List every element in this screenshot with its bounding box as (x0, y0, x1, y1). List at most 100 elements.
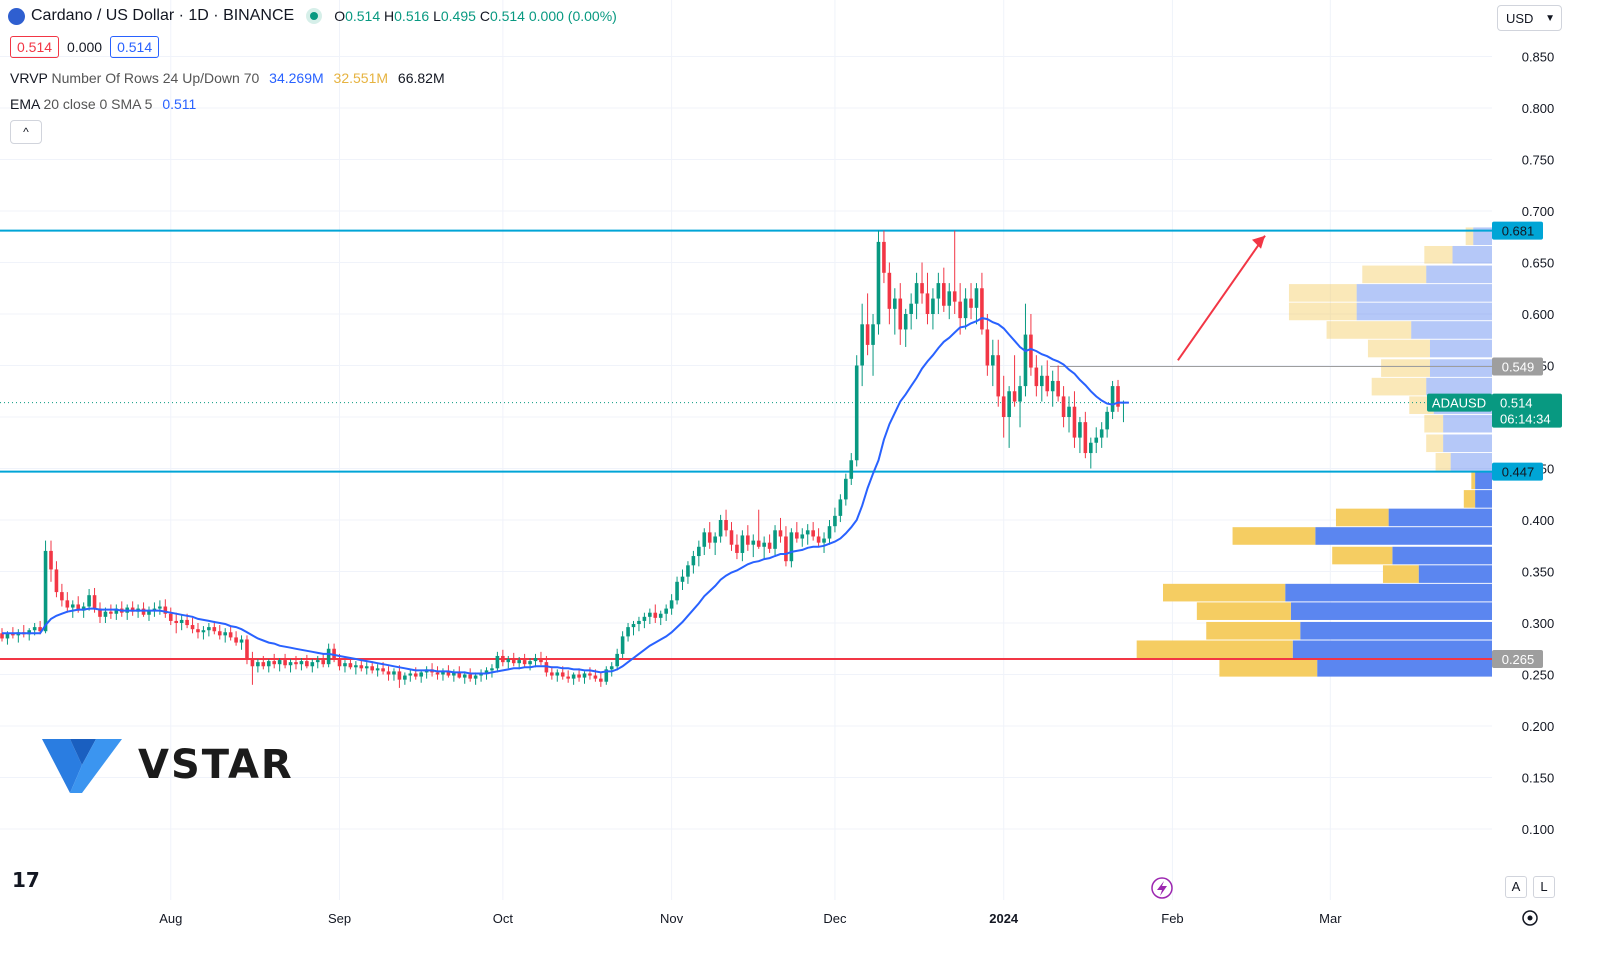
volume-profile-down-bar (1381, 359, 1430, 377)
candle-body (816, 536, 821, 543)
candle-body (408, 673, 413, 676)
candle-body (713, 536, 717, 543)
last-price-box (1492, 393, 1562, 428)
candle-body (588, 673, 592, 676)
market-status-icon[interactable] (310, 12, 319, 20)
candle-body (462, 674, 467, 678)
log-scale-button[interactable]: L (1533, 876, 1555, 898)
candle-body (288, 662, 293, 666)
candle-body (735, 544, 739, 553)
candle-body (1056, 380, 1060, 397)
candle-body (239, 639, 244, 643)
vstar-logo: VSTAR (40, 735, 294, 795)
candle-body (811, 530, 815, 537)
volume-profile-up-bar (1452, 245, 1492, 264)
candle-body (800, 534, 805, 539)
candle-body (1089, 442, 1093, 454)
candle-body (1083, 422, 1088, 454)
candle-body (560, 672, 565, 677)
candle-body (876, 241, 881, 325)
candle-body (60, 592, 64, 601)
volume-profile-up-bar (1300, 621, 1492, 640)
currency-select[interactable]: USD ▼ (1497, 5, 1562, 31)
candle-body (1072, 406, 1077, 438)
candle-body (1018, 386, 1022, 402)
volume-profile-down-bar (1426, 434, 1444, 453)
volume-profile-up-bar (1411, 321, 1492, 339)
time-axis[interactable]: Aug Sep Oct Nov Dec 2024 Feb Mar (159, 911, 1342, 926)
candle-body (686, 565, 690, 577)
volume-profile-up-bar (1388, 508, 1492, 527)
collapse-legend-button[interactable]: ^ (10, 120, 42, 144)
price-label-box (1492, 650, 1543, 669)
buy-button[interactable]: 0.514 (110, 36, 160, 58)
tradingview-logo[interactable]: 17 (12, 868, 40, 892)
ema-legend[interactable]: EMA 20 close 0 SMA 5 0.511 (10, 96, 196, 112)
candle-body (484, 670, 489, 674)
price-tick-label: 0.700 (1522, 204, 1555, 219)
candle-body (963, 298, 968, 319)
candle-body (620, 636, 625, 654)
candle-body (32, 627, 37, 631)
candle-body (691, 556, 696, 566)
candle-body (626, 627, 630, 637)
candle-body (196, 629, 200, 633)
volume-profile-up-bar (1475, 471, 1492, 490)
candle-body (822, 538, 826, 543)
candle-body (931, 298, 935, 314)
symbol-title[interactable]: Cardano / US Dollar · 1D · BINANCE (31, 7, 295, 24)
candle-body (403, 675, 407, 680)
candle-body (343, 663, 347, 667)
volume-profile-down-bar (1362, 265, 1427, 284)
candle-body (103, 611, 108, 617)
price-tick-label: 0.600 (1522, 307, 1555, 322)
ema-line (2, 317, 1129, 675)
candle-body (185, 619, 189, 626)
candle-body (784, 536, 788, 562)
volume-profile-up-bar (1392, 546, 1492, 565)
volume-profile-down-bar (1435, 453, 1451, 471)
candle-body (506, 659, 511, 663)
candle-body (522, 660, 527, 665)
volume-profile-down-bar (1163, 583, 1286, 602)
volume-profile-down-bar (1335, 508, 1389, 527)
candle-body (321, 660, 325, 665)
candle-body (658, 613, 663, 618)
symbol-tag-text: ADAUSD (1432, 396, 1486, 411)
spread-value: 0.000 (67, 39, 103, 55)
symbol-header[interactable]: Cardano / US Dollar · 1D · BINANCE O0.51… (8, 7, 617, 25)
candle-body (452, 672, 456, 676)
candle-body (386, 671, 391, 675)
candle-body (609, 666, 614, 670)
price-label-text: 0.447 (1502, 465, 1535, 480)
candle-body (201, 630, 206, 633)
volume-profile-down-bar (1424, 414, 1444, 433)
candle-body (582, 673, 587, 678)
vrvp-up-volume: 34.269M (269, 70, 324, 86)
candlestick-series (0, 230, 1126, 688)
candle-body (1050, 380, 1055, 392)
auto-scale-button[interactable]: A (1505, 876, 1527, 898)
currency-label: USD (1506, 11, 1534, 26)
volume-profile-down-bar (1371, 377, 1427, 396)
trend-arrow (1177, 235, 1266, 361)
arrow-shaft (1177, 235, 1266, 361)
candle-body (266, 661, 271, 667)
candle-body (190, 625, 195, 630)
candle-body (642, 616, 647, 621)
candle-body (991, 355, 995, 366)
sell-button[interactable]: 0.514 (10, 36, 60, 58)
ohlc-values: O0.514 H0.516 L0.495 C0.514 0.000 (0.00%… (334, 8, 617, 24)
close-value: 0.514 (489, 8, 525, 24)
volume-profile-down-bar (1332, 546, 1393, 565)
candle-body (637, 620, 641, 625)
candle-body (740, 535, 745, 553)
candle-body (985, 329, 990, 366)
candle-body (147, 610, 151, 615)
vrvp-legend[interactable]: VRVP Number Of Rows 24 Up/Down 70 34.269… (10, 70, 445, 86)
candle-body (1012, 391, 1017, 402)
vstar-logo-icon (42, 739, 122, 793)
volume-profile-down-bar (1463, 490, 1476, 508)
chevron-up-icon: ^ (23, 125, 29, 139)
